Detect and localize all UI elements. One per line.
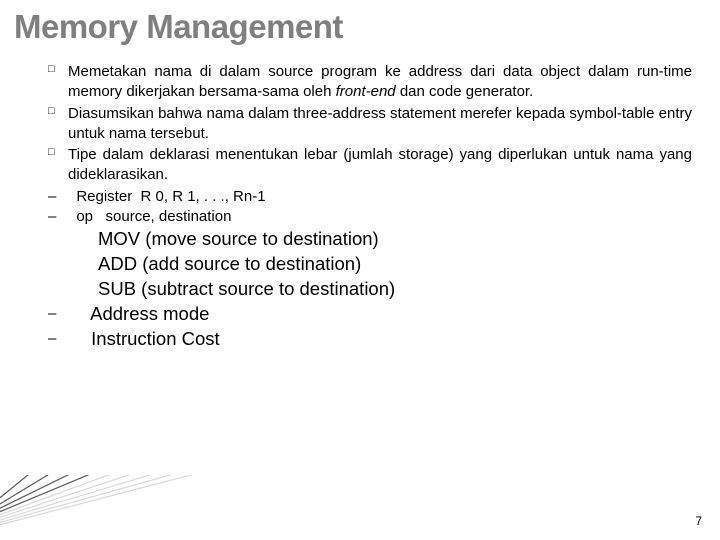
corner-decoration xyxy=(0,475,220,530)
dash-text: Instruction Cost xyxy=(86,328,220,349)
page-title: Memory Management xyxy=(0,0,720,46)
bullet-marker: □ xyxy=(48,104,55,119)
bullet-marker: □ xyxy=(48,62,55,77)
dash-marker: – xyxy=(48,304,56,324)
bullet-item: □ Tipe dalam deklarasi menentukan lebar (… xyxy=(48,145,692,186)
bullet-text: Tipe dalam deklarasi menentukan lebar (j… xyxy=(68,146,692,183)
dash-item-big: – Instruction Cost xyxy=(48,327,692,352)
dash-text: Address mode xyxy=(86,303,209,324)
dash-text: op source, destination xyxy=(68,208,231,225)
bullet-item: □ Diasumsikan bahwa nama dalam three-addr… xyxy=(48,104,692,145)
dash-item: – Register R 0, R 1, . . ., Rn-1 xyxy=(48,187,692,207)
page-number: 7 xyxy=(695,514,702,528)
mov-line: ADD (add source to destination) xyxy=(98,252,692,277)
dash-marker: – xyxy=(48,329,56,349)
bullet-text: Diasumsikan bahwa nama dalam three-addre… xyxy=(68,105,692,142)
dash-marker: – xyxy=(48,207,56,227)
bullet-item: □ Memetakan nama di dalam source program … xyxy=(48,62,692,103)
dash-marker: – xyxy=(48,187,56,207)
bullet-text: Memetakan nama di dalam source program k… xyxy=(68,63,692,100)
bullet-marker: □ xyxy=(48,145,55,160)
content-area: □ Memetakan nama di dalam source program … xyxy=(0,46,720,352)
dash-item: – op source, destination xyxy=(48,207,692,227)
mov-line: MOV (move source to destination) xyxy=(98,227,692,252)
dash-text: Register R 0, R 1, . . ., Rn-1 xyxy=(68,188,266,205)
mov-line: SUB (subtract source to destination) xyxy=(98,277,692,302)
dash-item-big: – Address mode xyxy=(48,302,692,327)
